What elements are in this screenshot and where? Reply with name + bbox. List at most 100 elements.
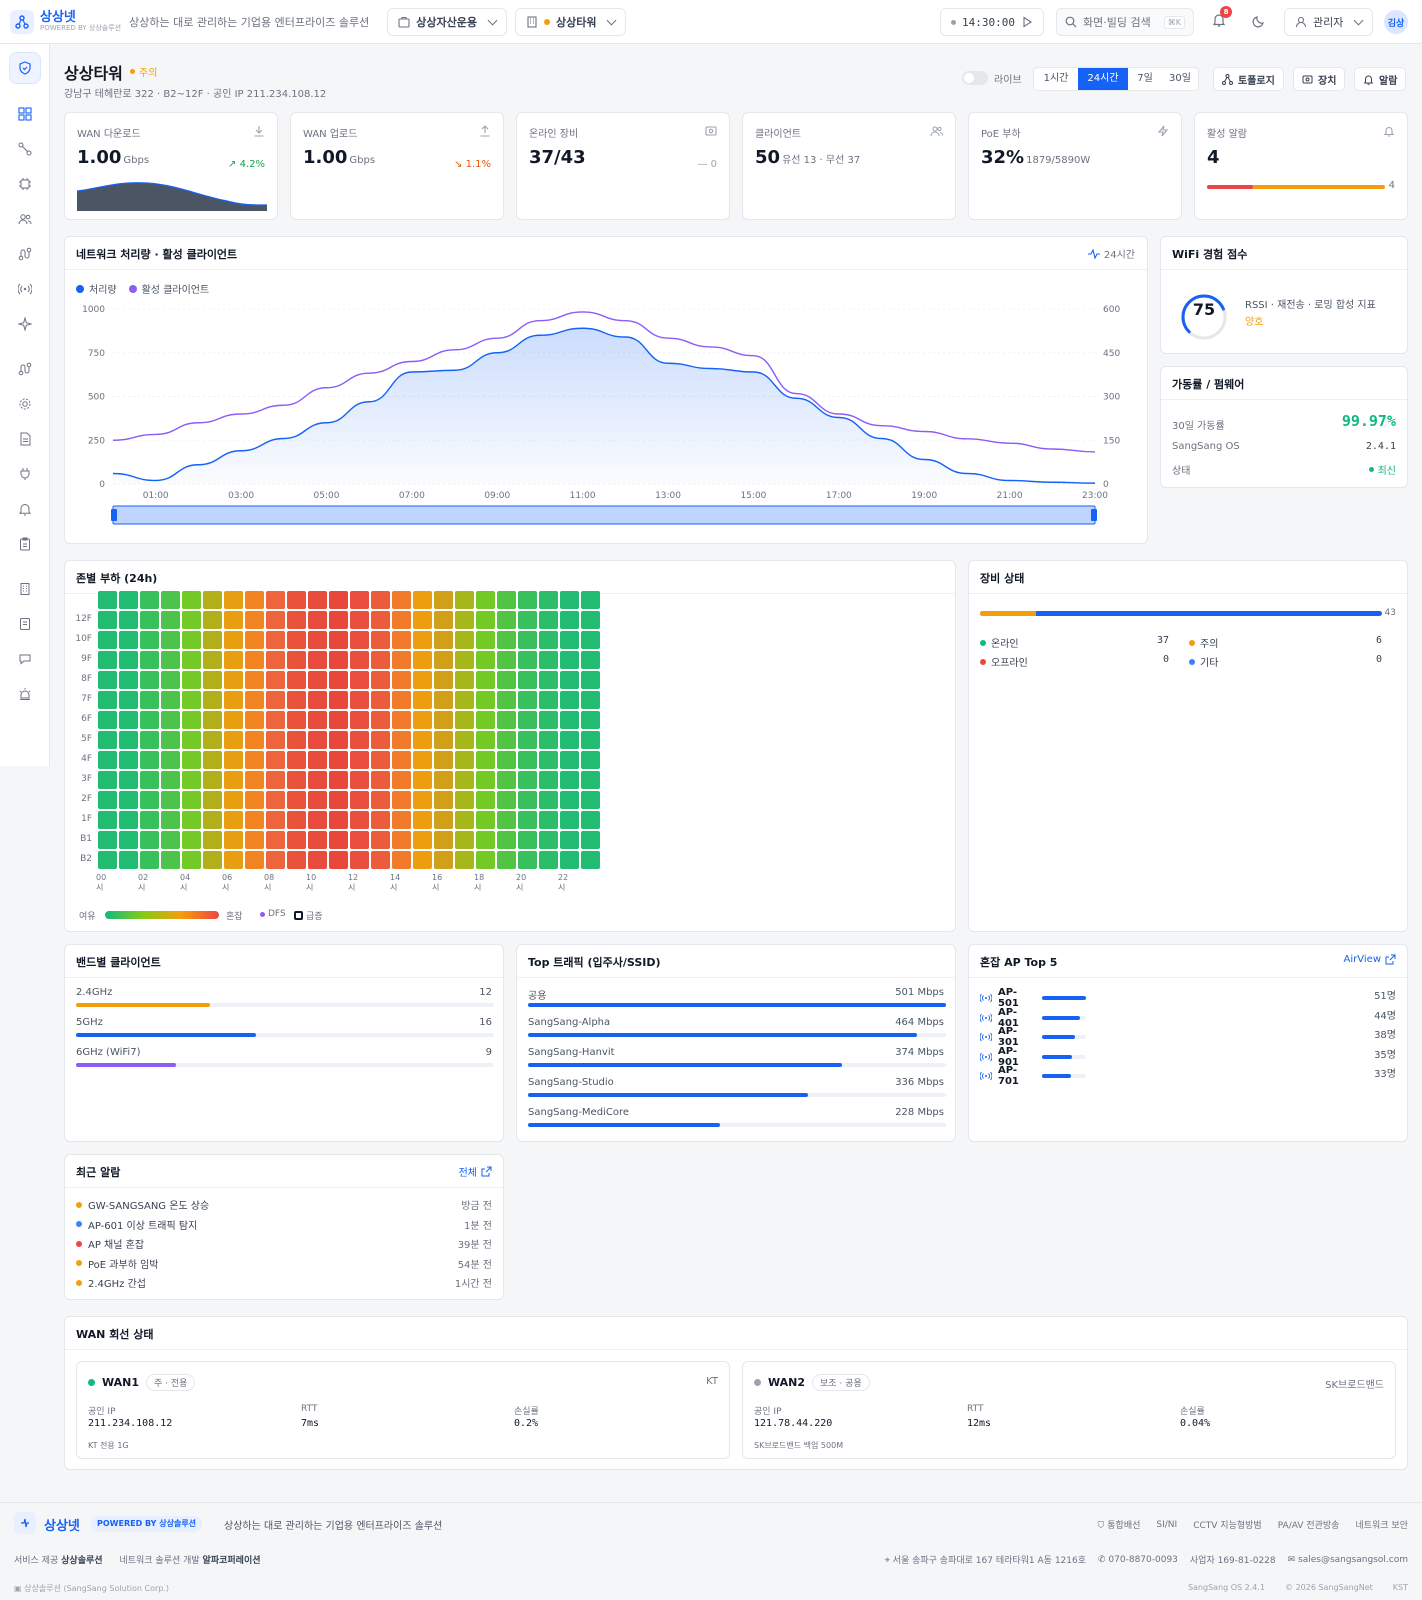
heat-cell[interactable] [245,751,264,769]
heat-cell[interactable] [224,851,243,869]
heat-cell[interactable] [245,611,264,629]
sidebar-item-incidents[interactable] [15,684,35,704]
heat-cell[interactable] [560,731,579,749]
heat-cell[interactable] [476,651,495,669]
heat-cell[interactable] [581,731,600,749]
logo-icon[interactable] [10,9,34,34]
heat-cell[interactable] [287,731,306,749]
heat-cell[interactable] [329,731,348,749]
heat-cell[interactable] [224,731,243,749]
heat-cell[interactable] [140,791,159,809]
footer-link[interactable]: ⛉ 통합배선 [1098,1518,1141,1531]
heat-cell[interactable] [455,711,474,729]
tab-1h[interactable]: 1시간 [1043,73,1069,84]
sidebar-item-billing[interactable] [15,614,35,634]
heat-cell[interactable] [434,851,453,869]
heat-cell[interactable] [518,591,537,609]
heat-cell[interactable] [581,771,600,789]
heat-cell[interactable] [497,851,516,869]
heat-cell[interactable] [350,711,369,729]
heat-cell[interactable] [203,711,222,729]
heat-cell[interactable] [245,691,264,709]
heat-cell[interactable] [266,811,285,829]
heat-cell[interactable] [161,651,180,669]
sidebar-item-shield[interactable] [9,52,41,84]
sidebar-item-topology[interactable] [15,139,35,159]
clock-control[interactable]: 14:30:00 [940,8,1044,36]
heat-cell[interactable] [119,631,138,649]
heat-cell[interactable] [497,631,516,649]
heat-cell[interactable] [350,651,369,669]
heat-cell[interactable] [518,831,537,849]
heat-cell[interactable] [350,591,369,609]
heat-cell[interactable] [497,791,516,809]
heat-cell[interactable] [140,651,159,669]
heat-cell[interactable] [518,811,537,829]
heat-cell[interactable] [140,771,159,789]
kpi-card[interactable]: 활성 알람 4 4 [1194,112,1408,220]
heat-cell[interactable] [518,771,537,789]
heat-cell[interactable] [518,651,537,669]
sidebar-item-buildings[interactable] [15,579,35,599]
footer-email[interactable]: ✉ sales@sangsangsol.com [1288,1555,1408,1565]
heat-cell[interactable] [455,851,474,869]
sidebar-item-alerts[interactable] [15,499,35,519]
heat-cell[interactable] [161,751,180,769]
heat-cell[interactable] [308,751,327,769]
heat-cell[interactable] [224,611,243,629]
sidebar-item-ai[interactable] [15,314,35,334]
heat-cell[interactable] [245,771,264,789]
heat-cell[interactable] [434,711,453,729]
heat-cell[interactable] [560,791,579,809]
heat-cell[interactable] [560,611,579,629]
heat-cell[interactable] [98,611,117,629]
heat-cell[interactable] [266,591,285,609]
heat-cell[interactable] [476,731,495,749]
heat-cell[interactable] [413,631,432,649]
site-select[interactable]: 상상타워 [514,7,627,36]
heat-cell[interactable] [98,831,117,849]
heat-cell[interactable] [539,851,558,869]
heat-cell[interactable] [560,631,579,649]
ap-row[interactable]: AP-501 [980,987,1086,1009]
heat-cell[interactable] [539,831,558,849]
search-input[interactable]: 화면·빌딩 검색 ⌘K [1056,8,1194,36]
heat-cell[interactable] [266,771,285,789]
heat-cell[interactable] [119,691,138,709]
heat-cell[interactable] [560,591,579,609]
heat-cell[interactable] [434,811,453,829]
heat-cell[interactable] [539,811,558,829]
sidebar-item-wireless[interactable] [15,279,35,299]
topology-button[interactable]: 토폴로지 [1213,67,1284,91]
heat-cell[interactable] [308,631,327,649]
heat-cell[interactable] [392,691,411,709]
heat-cell[interactable] [350,851,369,869]
heat-cell[interactable] [371,851,390,869]
heat-cell[interactable] [245,671,264,689]
view-all-link[interactable]: 전체 [459,1164,492,1179]
heat-cell[interactable] [329,671,348,689]
heat-cell[interactable] [98,671,117,689]
heat-cell[interactable] [224,771,243,789]
heat-cell[interactable] [539,711,558,729]
heat-cell[interactable] [371,811,390,829]
heat-cell[interactable] [161,851,180,869]
heat-cell[interactable] [371,831,390,849]
heat-cell[interactable] [329,811,348,829]
heat-cell[interactable] [539,611,558,629]
heat-cell[interactable] [581,851,600,869]
heat-cell[interactable] [182,831,201,849]
heat-cell[interactable] [371,791,390,809]
heat-cell[interactable] [497,751,516,769]
heat-cell[interactable] [497,831,516,849]
heat-cell[interactable] [161,691,180,709]
heat-cell[interactable] [308,731,327,749]
heat-cell[interactable] [161,811,180,829]
heat-cell[interactable] [224,691,243,709]
heat-cell[interactable] [392,591,411,609]
heat-cell[interactable] [560,831,579,849]
kpi-card[interactable]: PoE 부하 32% 1879/5890W [968,112,1182,220]
heat-cell[interactable] [455,811,474,829]
heat-cell[interactable] [392,651,411,669]
heat-cell[interactable] [245,851,264,869]
